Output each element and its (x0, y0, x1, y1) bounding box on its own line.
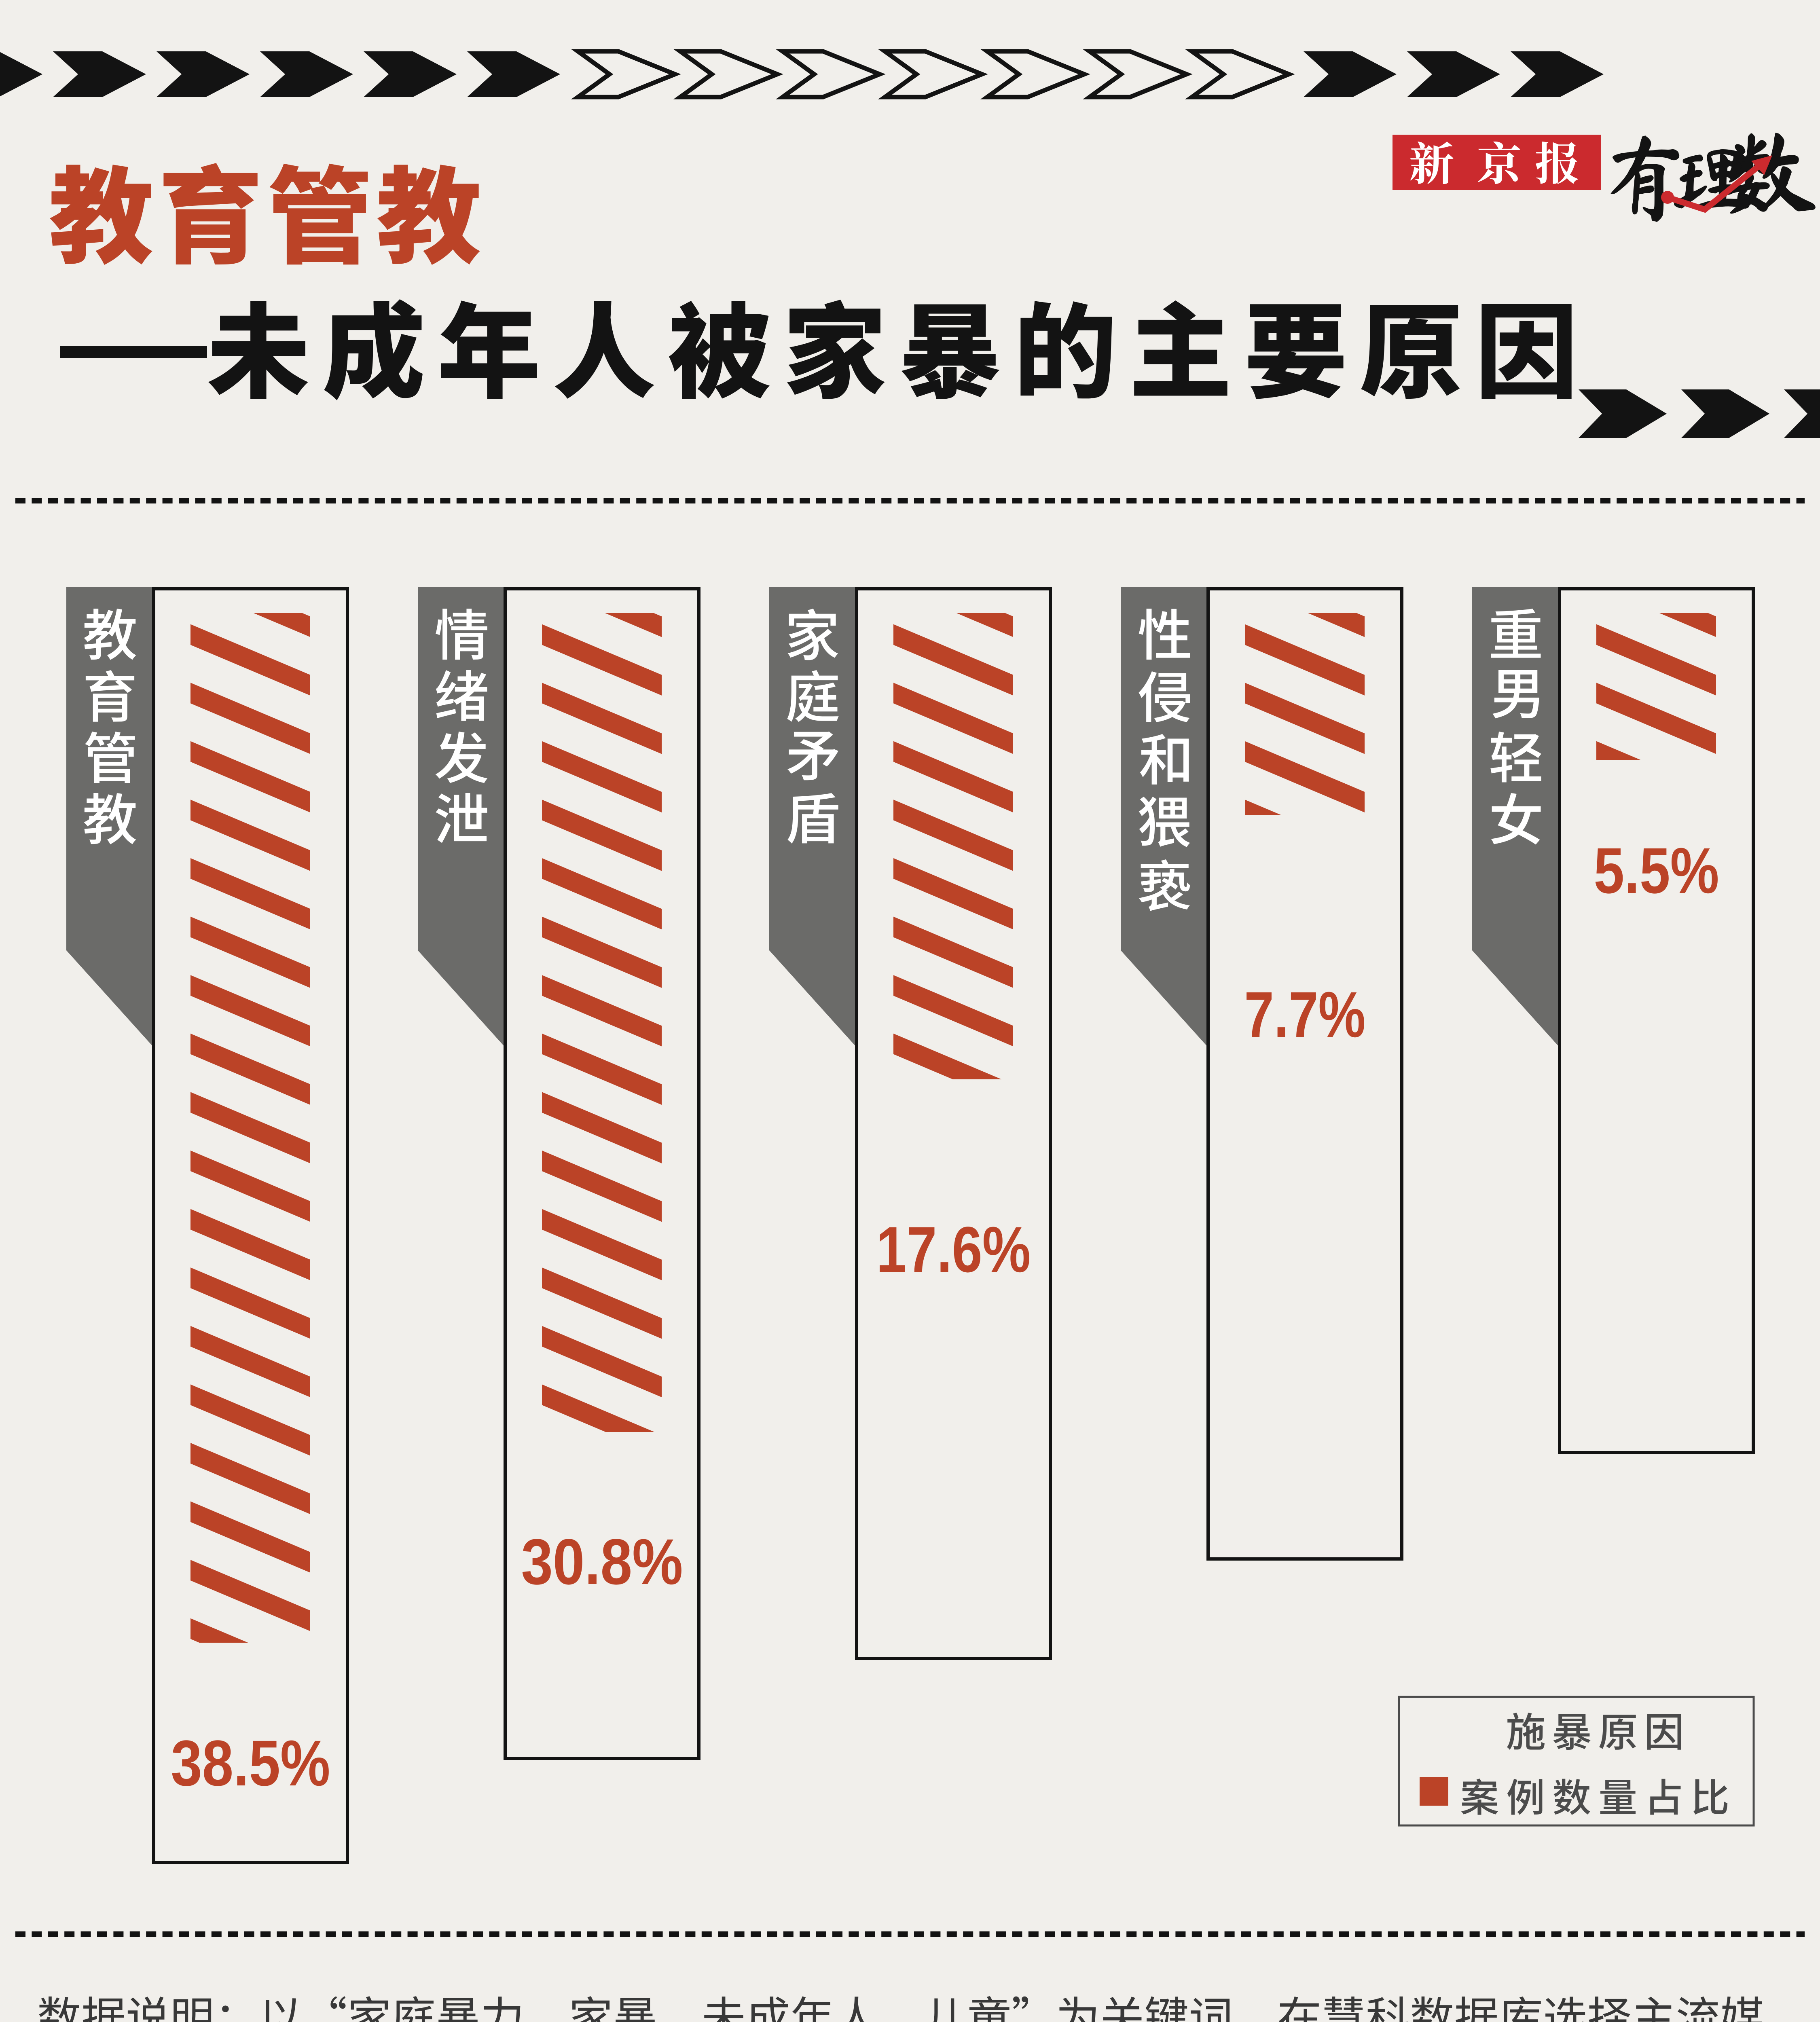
svg-text:17.6%: 17.6% (876, 1213, 1031, 1286)
svg-text:7.7%: 7.7% (1244, 978, 1366, 1051)
svg-text:38.5%: 38.5% (171, 1727, 330, 1799)
svg-text:5.5%: 5.5% (1594, 834, 1719, 907)
svg-text:30.8%: 30.8% (521, 1525, 683, 1598)
